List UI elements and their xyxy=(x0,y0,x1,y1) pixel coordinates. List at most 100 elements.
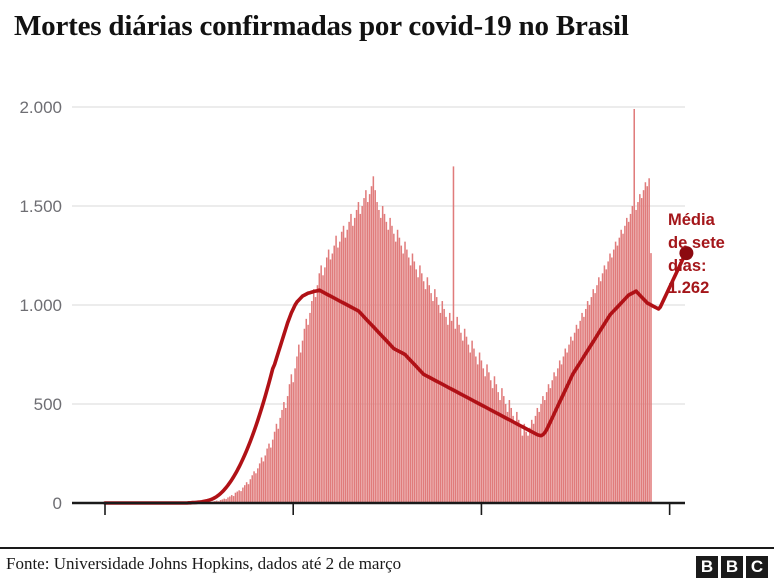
bar xyxy=(434,289,436,503)
bar xyxy=(305,318,308,503)
bar xyxy=(430,293,432,503)
bar xyxy=(221,499,224,503)
bar xyxy=(340,231,343,504)
bar xyxy=(448,312,451,503)
bar xyxy=(342,225,345,504)
bar xyxy=(398,237,401,503)
bar xyxy=(594,293,596,503)
bar xyxy=(484,376,486,503)
bar xyxy=(501,388,503,503)
bar xyxy=(650,253,652,503)
bar xyxy=(292,382,294,503)
bar xyxy=(460,332,462,503)
bar xyxy=(605,269,608,503)
bar xyxy=(627,221,630,503)
bar xyxy=(601,273,604,503)
bar xyxy=(482,368,485,503)
bar xyxy=(320,265,322,503)
bar xyxy=(476,364,479,503)
bar xyxy=(443,308,445,503)
bar xyxy=(407,257,410,503)
bar xyxy=(400,245,403,503)
bar xyxy=(545,392,548,503)
bar xyxy=(504,404,507,503)
bar xyxy=(530,419,533,503)
bar xyxy=(562,356,565,503)
bar xyxy=(346,229,349,503)
bar xyxy=(378,209,380,503)
bar xyxy=(262,461,265,503)
bar xyxy=(463,328,466,503)
bar xyxy=(370,186,373,503)
bar xyxy=(415,269,417,503)
bar xyxy=(294,368,296,503)
bar xyxy=(260,457,263,503)
bar xyxy=(296,356,298,503)
y-axis-tick-label: 1.500 xyxy=(19,197,62,216)
annotation-line-3: dias: xyxy=(668,256,707,275)
bar xyxy=(283,402,285,503)
bar xyxy=(245,482,248,503)
bar xyxy=(322,275,324,503)
bar xyxy=(266,448,268,503)
bar xyxy=(385,221,388,503)
bar xyxy=(344,237,347,503)
bar xyxy=(514,423,516,503)
bar xyxy=(599,281,602,503)
bar xyxy=(646,186,649,503)
bar xyxy=(247,484,250,503)
bar xyxy=(380,217,382,503)
bar xyxy=(290,374,293,503)
bar xyxy=(350,213,352,504)
bar xyxy=(620,229,622,503)
bar xyxy=(331,253,334,503)
bar xyxy=(486,364,488,503)
bar xyxy=(299,352,302,503)
bar xyxy=(441,301,444,503)
bar xyxy=(240,491,242,503)
bar xyxy=(462,340,464,503)
bar xyxy=(622,233,624,503)
bar xyxy=(549,388,552,503)
bar xyxy=(588,305,591,503)
bar xyxy=(488,372,490,503)
bar xyxy=(339,241,341,503)
bar xyxy=(402,253,404,503)
y-axis-tick-label: 1.000 xyxy=(19,296,62,315)
bar xyxy=(635,209,637,503)
bar xyxy=(318,273,321,503)
bar xyxy=(316,285,319,503)
bar xyxy=(503,396,505,503)
footer-divider xyxy=(0,547,774,549)
bar xyxy=(639,194,641,503)
bar xyxy=(271,439,274,503)
bar xyxy=(510,407,513,503)
bar xyxy=(478,352,481,503)
bar xyxy=(560,364,563,503)
y-axis-tick-label: 2.000 xyxy=(19,98,62,117)
y-axis-tick-label: 500 xyxy=(34,395,62,414)
bar xyxy=(227,497,229,503)
bar xyxy=(329,259,332,503)
bar xyxy=(571,340,574,503)
bar xyxy=(439,312,442,503)
bar xyxy=(616,245,619,503)
bar xyxy=(540,404,542,503)
bar xyxy=(324,267,326,503)
bar xyxy=(352,225,354,504)
bar xyxy=(598,277,600,503)
bbc-logo: B B C xyxy=(696,556,768,578)
bar xyxy=(232,496,235,503)
bar xyxy=(471,340,473,503)
bar xyxy=(629,213,632,504)
bar xyxy=(394,241,397,503)
average-annotation: Média de sete dias: 1.262 xyxy=(668,209,774,300)
bar xyxy=(575,324,578,503)
bar xyxy=(534,415,537,503)
bar xyxy=(393,233,395,503)
bar xyxy=(361,206,363,503)
bar xyxy=(279,417,281,503)
bar xyxy=(411,253,414,503)
bar xyxy=(467,344,470,503)
bar xyxy=(281,409,283,503)
